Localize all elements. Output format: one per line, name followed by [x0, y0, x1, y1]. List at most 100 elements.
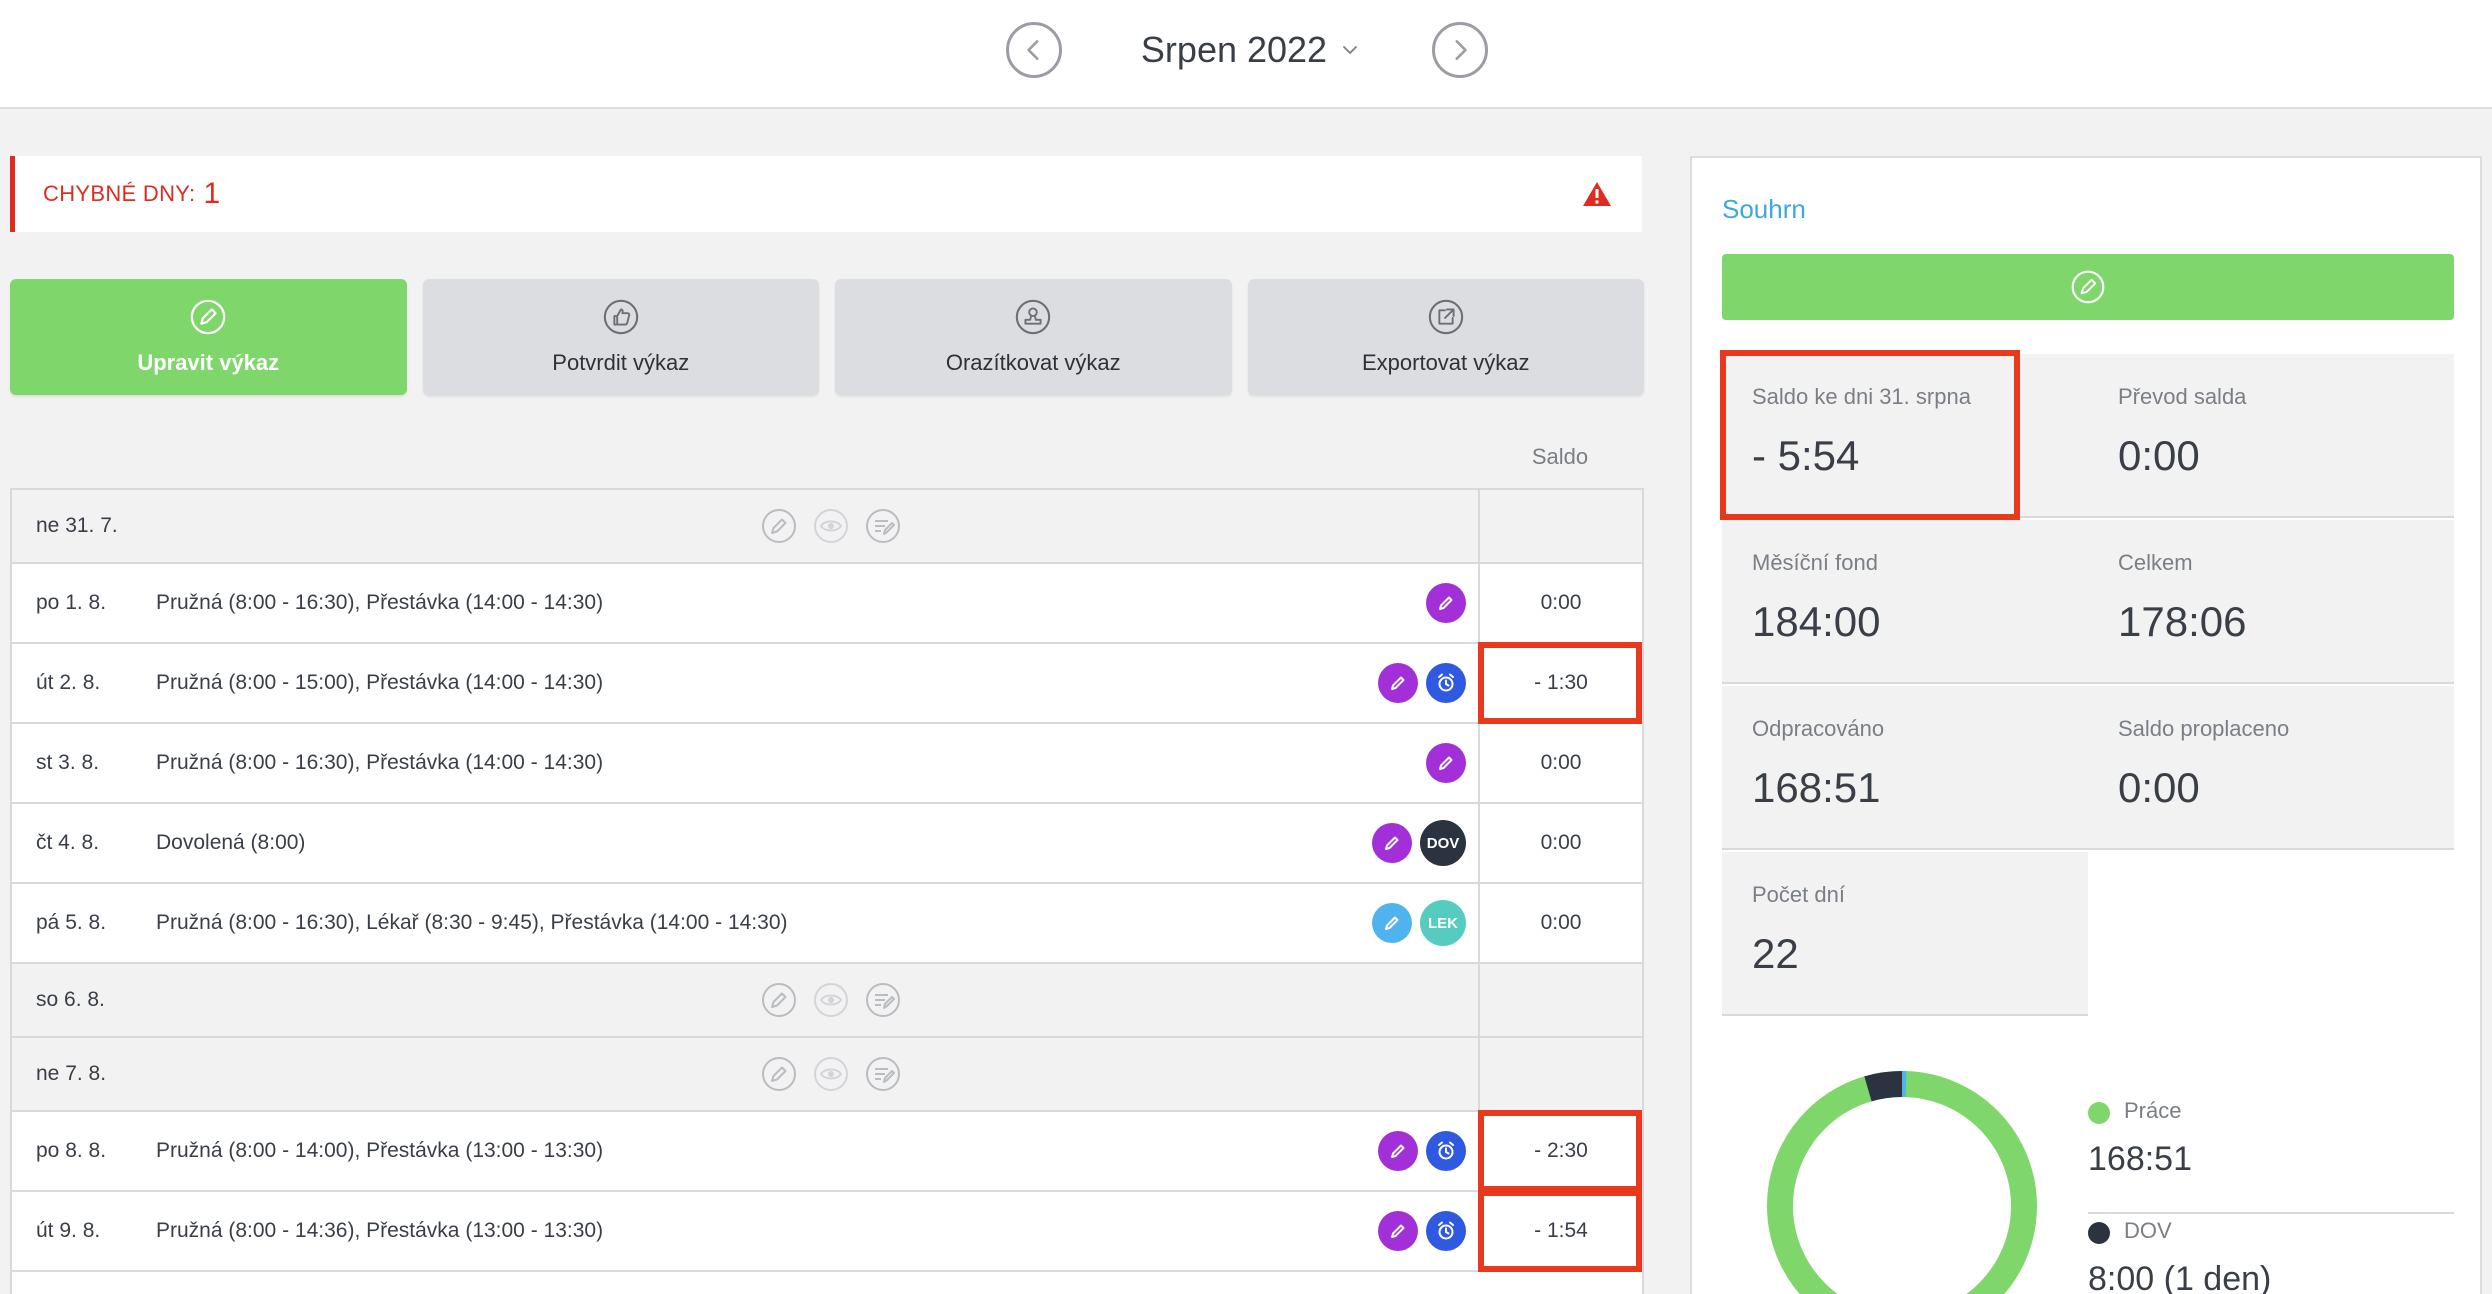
- pencil-icon: [190, 299, 226, 335]
- summary-value: 0:00: [2118, 432, 2200, 479]
- summary-edit-button[interactable]: [1722, 254, 2454, 320]
- stamp-report-button[interactable]: Orazítkovat výkaz: [835, 279, 1232, 395]
- note-icon[interactable]: [864, 981, 902, 1019]
- summary-title: Souhrn: [1722, 194, 1806, 224]
- table-row[interactable]: po 1. 8. Pružná (8:00 - 16:30), Přestávk…: [12, 564, 1642, 644]
- edit-entry-icon[interactable]: [1378, 1131, 1418, 1171]
- top-bar: Srpen 2022: [0, 0, 2492, 109]
- table-row[interactable]: út 9. 8. Pružná (8:00 - 14:36), Přestávk…: [12, 1190, 1642, 1272]
- table-row[interactable]: po 8. 8. Pružná (8:00 - 14:00), Přestávk…: [12, 1110, 1642, 1192]
- edit-entry-icon[interactable]: [1426, 583, 1466, 623]
- edit-entry-icon[interactable]: [1378, 663, 1418, 703]
- row-saldo: [1478, 964, 1642, 1036]
- saldo-column-header: Saldo: [1531, 444, 1589, 469]
- warning-icon: [1583, 182, 1611, 206]
- donut-segment-work: [1767, 1071, 2037, 1294]
- stamp-icon: [1016, 299, 1051, 335]
- export-report-button[interactable]: Exportovat výkaz: [1247, 279, 1644, 395]
- summary-value: 168:51: [1752, 764, 1881, 811]
- row-day: po 8. 8.: [36, 1139, 107, 1162]
- vacation-badge[interactable]: DOV: [1420, 820, 1466, 866]
- note-icon[interactable]: [864, 507, 902, 545]
- doctor-badge[interactable]: LEK: [1420, 900, 1466, 946]
- prev-month-button[interactable]: [1006, 22, 1062, 78]
- eye-icon[interactable]: [812, 1055, 850, 1093]
- edit-entry-icon[interactable]: [1372, 823, 1412, 863]
- summary-cell-total: Celkem 178:06: [2088, 520, 2454, 684]
- summary-label: Odpracováno: [1752, 716, 1885, 741]
- edit-report-label: Upravit výkaz: [137, 350, 280, 375]
- summary-value: 178:06: [2118, 598, 2247, 645]
- hours-donut-chart: [1767, 1071, 2037, 1294]
- table-row[interactable]: út 2. 8. Pružná (8:00 - 15:00), Přestávk…: [12, 642, 1642, 724]
- summary-label: Saldo ke dni 31. srpna: [1752, 384, 1971, 409]
- timesheet-table: ne 31. 7. po 1. 8. Pružná (8:00 - 16:30)…: [10, 488, 1644, 1294]
- pencil-icon[interactable]: [760, 507, 798, 545]
- summary-panel: Souhrn Saldo ke dni 31. srpna - 5:54 Pře…: [1690, 156, 2482, 1294]
- month-label: Srpen 2022: [1140, 29, 1328, 70]
- legend-dot: [2088, 1222, 2110, 1244]
- legend-item-dov: DOV 8:00 (1 den): [2088, 1214, 2454, 1294]
- row-day: út 9. 8.: [36, 1219, 101, 1242]
- export-icon: [1428, 299, 1463, 335]
- error-days-count: 1: [203, 177, 221, 210]
- chart-legend: Práce 168:51 DOV 8:00 (1 den): [2088, 1094, 2454, 1294]
- summary-label: Převod salda: [2118, 384, 2247, 409]
- row-saldo: 0:00: [1478, 804, 1642, 882]
- eye-icon[interactable]: [812, 981, 850, 1019]
- row-day: čt 4. 8.: [36, 831, 100, 854]
- row-saldo: 0:00: [1478, 724, 1642, 802]
- table-row[interactable]: st 3. 8. Pružná (8:00 - 16:30), Přestávk…: [12, 724, 1642, 804]
- pencil-icon[interactable]: [760, 1055, 798, 1093]
- alarm-clock-icon[interactable]: [1426, 1131, 1466, 1171]
- row-day: ne 31. 7.: [36, 514, 118, 537]
- month-selector[interactable]: Srpen 2022: [1120, 24, 1380, 76]
- summary-value: 0:00: [2118, 764, 2200, 811]
- row-description: Pružná (8:00 - 15:00), Přestávka (14:00 …: [156, 671, 604, 694]
- row-day: so 6. 8.: [36, 988, 105, 1011]
- legend-value: 168:51: [2088, 1140, 2192, 1178]
- row-description: Dovolená (8:00): [156, 831, 306, 854]
- confirm-report-label: Potvrdit výkaz: [552, 350, 690, 375]
- next-month-button[interactable]: [1432, 22, 1488, 78]
- table-row[interactable]: [12, 1272, 1642, 1294]
- pencil-icon[interactable]: [760, 981, 798, 1019]
- row-day: po 1. 8.: [36, 591, 107, 614]
- row-description: Pružná (8:00 - 14:36), Přestávka (13:00 …: [156, 1219, 604, 1242]
- table-row[interactable]: ne 7. 8.: [12, 1038, 1642, 1112]
- legend-dot: [2088, 1102, 2110, 1124]
- eye-icon[interactable]: [812, 507, 850, 545]
- error-days-bar[interactable]: CHYBNÉ DNY: 1: [10, 156, 1642, 232]
- edit-report-button[interactable]: Upravit výkaz: [10, 279, 407, 395]
- export-report-label: Exportovat výkaz: [1361, 350, 1530, 375]
- summary-value: 184:00: [1752, 598, 1881, 645]
- edit-entry-icon[interactable]: [1426, 743, 1466, 783]
- alarm-clock-icon[interactable]: [1426, 1211, 1466, 1251]
- summary-label: Celkem: [2118, 550, 2193, 575]
- thumbs-up-icon: [603, 299, 638, 335]
- row-saldo: - 1:54: [1478, 1192, 1642, 1270]
- edit-entry-icon[interactable]: [1372, 903, 1412, 943]
- edit-entry-icon[interactable]: [1378, 1211, 1418, 1251]
- row-saldo: - 1:30: [1478, 644, 1642, 722]
- confirm-report-button[interactable]: Potvrdit výkaz: [422, 279, 819, 395]
- table-row[interactable]: ne 31. 7.: [12, 490, 1642, 564]
- table-row[interactable]: so 6. 8.: [12, 964, 1642, 1038]
- chevron-left-icon: [1027, 40, 1039, 60]
- donut-segment-dov: [1767, 1071, 2037, 1294]
- summary-label: Počet dní: [1752, 882, 1845, 907]
- table-row[interactable]: pá 5. 8. Pružná (8:00 - 16:30), Lékař (8…: [12, 884, 1642, 964]
- row-saldo: 0:00: [1478, 564, 1642, 642]
- summary-label: Měsíční fond: [1752, 550, 1878, 575]
- summary-value: - 5:54: [1752, 432, 1860, 479]
- summary-cell-worked: Odpracováno 168:51: [1722, 686, 2088, 850]
- table-row[interactable]: čt 4. 8. Dovolená (8:00) DOV 0:00: [12, 804, 1642, 884]
- summary-label: Saldo proplaceno: [2118, 716, 2290, 741]
- pencil-icon: [2071, 270, 2105, 304]
- alarm-clock-icon[interactable]: [1426, 663, 1466, 703]
- row-description: Pružná (8:00 - 16:30), Přestávka (14:00 …: [156, 751, 604, 774]
- stamp-report-label: Orazítkovat výkaz: [945, 350, 1121, 375]
- note-icon[interactable]: [864, 1055, 902, 1093]
- row-saldo: [1478, 490, 1642, 562]
- summary-cell-paid-balance: Saldo proplaceno 0:00: [2088, 686, 2454, 850]
